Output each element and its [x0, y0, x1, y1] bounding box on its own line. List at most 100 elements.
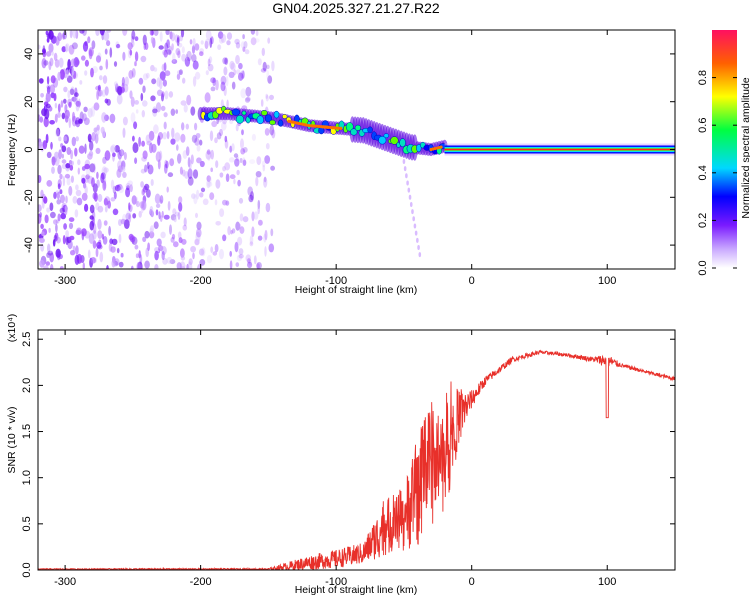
faint-streak: [407, 187, 411, 193]
noise-blob: [178, 69, 183, 76]
noise-blob: [239, 158, 243, 163]
noise-blob: [253, 211, 259, 220]
noise-blob: [70, 149, 73, 160]
noise-blob: [42, 140, 48, 150]
snr-scale-label: (x10⁴): [6, 314, 18, 342]
noise-blob: [229, 260, 233, 269]
noise-blob: [38, 175, 42, 183]
noise-blob: [61, 145, 67, 153]
noise-blob: [170, 237, 175, 243]
noise-blob: [265, 93, 269, 99]
noise-blob: [140, 92, 144, 102]
signal-blob: [256, 115, 264, 125]
noise-blob: [192, 252, 195, 260]
noise-blob: [144, 164, 148, 173]
noise-blob: [150, 179, 154, 186]
noise-blob: [267, 75, 273, 84]
noise-blob: [159, 215, 163, 223]
faint-streak: [406, 180, 409, 186]
noise-blob: [171, 127, 175, 139]
noise-blob: [99, 251, 104, 263]
noise-blob: [90, 106, 96, 117]
noise-blob: [57, 183, 61, 190]
noise-blob: [190, 154, 194, 165]
noise-blob: [108, 225, 111, 236]
noise-blob: [186, 263, 189, 269]
noise-blob: [70, 250, 76, 256]
noise-blob: [207, 58, 211, 67]
noise-blob: [231, 143, 235, 152]
noise-blob: [207, 63, 214, 72]
noise-blob: [81, 177, 86, 184]
noise-blob: [78, 145, 85, 154]
noise-blob: [111, 238, 118, 246]
noise-blob: [39, 212, 42, 218]
x-tick-label: 0: [469, 576, 475, 588]
noise-blob: [175, 109, 178, 114]
noise-blob: [210, 167, 213, 173]
signal-blob: [273, 110, 280, 119]
noise-blob: [84, 203, 89, 212]
noise-blob: [230, 62, 236, 71]
noise-blob: [72, 111, 75, 122]
noise-blob: [249, 235, 254, 246]
noise-blob: [176, 70, 183, 75]
noise-blob: [149, 227, 154, 234]
noise-blob: [212, 251, 218, 256]
noise-blob: [191, 193, 196, 199]
noise-blob: [57, 164, 62, 175]
noise-blob: [196, 221, 202, 230]
y-tick-label: -20: [23, 189, 35, 205]
noise-blob: [125, 187, 131, 198]
noise-blob: [195, 133, 201, 139]
faint-streak: [418, 252, 422, 258]
noise-blob: [160, 105, 166, 112]
noise-blob: [195, 212, 198, 218]
noise-blob: [196, 157, 202, 164]
noise-blob: [261, 160, 266, 168]
noise-blob: [103, 31, 110, 41]
noise-blob: [129, 49, 133, 56]
noise-blob: [235, 69, 241, 75]
noise-blob: [215, 79, 219, 91]
noise-blob: [143, 42, 146, 51]
noise-blob: [114, 145, 120, 153]
noise-blob: [102, 75, 108, 84]
noise-blob: [263, 176, 267, 183]
noise-blob: [105, 59, 109, 70]
noise-blob: [141, 189, 145, 196]
faint-streak: [402, 158, 406, 164]
noise-blob: [210, 86, 216, 92]
carrier-core: [444, 148, 675, 151]
noise-blob: [205, 70, 209, 76]
noise-blob: [199, 160, 205, 168]
x-tick-label: -200: [190, 576, 212, 588]
noise-blob: [257, 205, 261, 215]
noise-blob: [142, 187, 146, 196]
noise-blob: [167, 172, 174, 178]
noise-blob: [71, 67, 75, 76]
noise-blob: [195, 231, 201, 243]
noise-blob: [194, 122, 198, 131]
noise-blob: [106, 30, 112, 33]
noise-blob: [222, 234, 227, 242]
noise-blob: [149, 30, 154, 36]
noise-blob: [229, 119, 234, 125]
noise-blob: [84, 59, 89, 67]
noise-blob: [38, 204, 42, 212]
y-tick-label: -40: [23, 237, 35, 253]
noise-blob: [63, 223, 67, 230]
noise-blob: [175, 48, 181, 56]
noise-blob: [127, 42, 133, 50]
noise-blob: [242, 46, 246, 52]
noise-blob: [270, 165, 275, 171]
noise-blob: [83, 106, 88, 113]
noise-blob: [79, 30, 85, 34]
noise-blob: [75, 229, 82, 236]
signal-core: [317, 124, 321, 129]
noise-blob: [48, 43, 54, 53]
noise-blob: [206, 149, 211, 155]
noise-blob: [238, 197, 244, 204]
noise-blob: [264, 127, 270, 136]
noise-blob: [54, 151, 59, 159]
